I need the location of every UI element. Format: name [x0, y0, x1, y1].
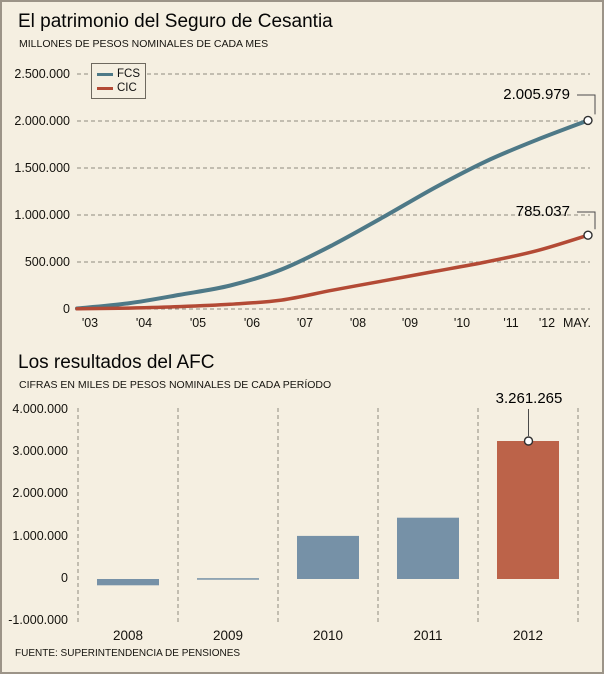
- cic-legend-label: CIC: [117, 82, 137, 94]
- bar-2009: [197, 578, 259, 580]
- x-tick-label: '11: [503, 316, 519, 330]
- cic-end-value-label: 785.037: [515, 203, 570, 220]
- cic-line: [75, 233, 590, 311]
- x-tick-label: 2008: [112, 628, 144, 643]
- bar-2012-value-label: 3.261.265: [495, 390, 563, 407]
- x-tick-label: 2012: [512, 628, 544, 643]
- y-tick-label: -1.000.000: [8, 613, 68, 628]
- cic-line-swatch: [97, 86, 113, 90]
- y-tick-label: 500.000: [24, 255, 70, 269]
- y-tick-label: 1.000.000: [12, 528, 68, 543]
- cic-end-marker: [583, 230, 593, 240]
- fcs-end-marker: [583, 115, 593, 126]
- x-tick-label: MAY.: [562, 316, 592, 330]
- line-chart-legend: FCS CIC: [91, 63, 146, 99]
- legend-item-fcs: FCS: [97, 67, 143, 81]
- x-tick-label: '04: [135, 316, 153, 330]
- bar-chart-title: Los resultados del AFC: [18, 352, 215, 373]
- x-tick-label: 2009: [212, 628, 244, 643]
- x-tick-label: '03: [81, 316, 99, 330]
- bar-2012: [497, 441, 559, 579]
- fcs-line-swatch: [97, 72, 113, 76]
- y-tick-label: 3.000.000: [12, 444, 68, 459]
- y-tick-label: 0: [63, 302, 70, 316]
- fcs-line: [75, 118, 590, 311]
- legend-item-cic: CIC: [97, 81, 143, 95]
- line-chart-title: El patrimonio del Seguro de Cesantia: [18, 11, 333, 32]
- y-tick-label: 2.000.000: [14, 114, 70, 128]
- x-tick-label: '10: [453, 316, 471, 330]
- source-note: FUENTE: SUPERINTENDENCIA DE PENSIONES: [15, 648, 241, 659]
- fcs-end-value-label: 2.005.979: [503, 86, 570, 103]
- x-tick-label: 2011: [413, 628, 443, 643]
- fcs-callout-line: [577, 94, 596, 115]
- y-tick-label: 2.500.000: [14, 67, 70, 81]
- bar-2010: [297, 535, 359, 579]
- y-tick-label: 0: [61, 571, 68, 585]
- y-tick-label: 1.500.000: [14, 161, 70, 175]
- x-tick-label: '06: [243, 316, 261, 330]
- x-tick-label: '07: [296, 316, 314, 330]
- line-chart-subtitle: MILLONES DE PESOS NOMINALES DE CADA MES: [19, 38, 269, 50]
- bar-2011: [397, 517, 459, 579]
- cic-callout-line: [577, 211, 596, 230]
- x-tick-label: 2010: [312, 628, 344, 643]
- bar-chart-subtitle: CIFRAS EN MILES DE PESOS NOMINALES DE CA…: [19, 379, 332, 391]
- y-tick-label: 2.000.000: [12, 486, 68, 501]
- y-tick-label: 4.000.000: [12, 401, 68, 416]
- fcs-legend-label: FCS: [117, 68, 140, 80]
- y-tick-label: 1.000.000: [14, 208, 70, 222]
- bar-2008: [97, 579, 159, 586]
- x-tick-label: '08: [349, 316, 367, 330]
- x-tick-label: '05: [189, 316, 207, 330]
- x-tick-label: '09: [401, 316, 419, 330]
- bar-2012-marker: [523, 436, 534, 446]
- x-tick-label: '12: [538, 316, 556, 330]
